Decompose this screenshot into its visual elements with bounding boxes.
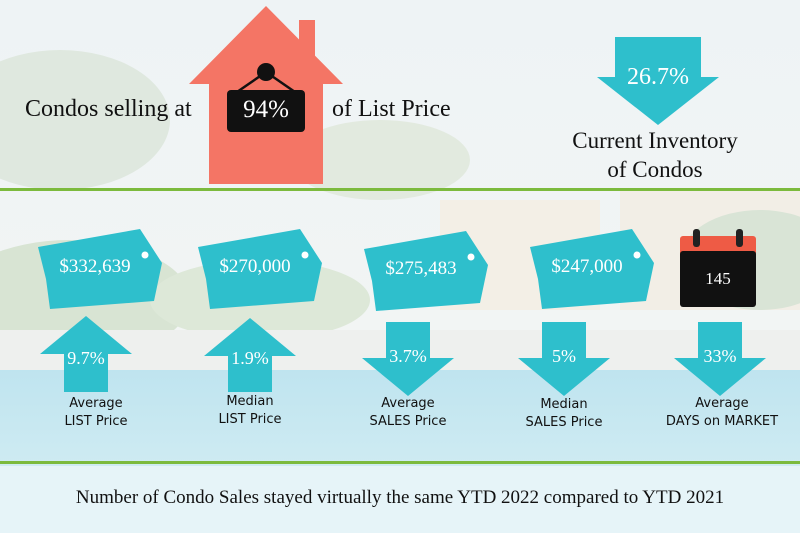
- median-sales-price-caption: Median SALES Price: [499, 396, 629, 432]
- price-tag-icon: [530, 229, 654, 309]
- average-list-price-caption: Average LIST Price: [31, 395, 161, 431]
- price-tag-icon: [38, 229, 162, 309]
- median-list-price-caption: Median LIST Price: [185, 393, 315, 429]
- caption-line2: SALES Price: [369, 414, 447, 429]
- median-sales-price-value: $247,000: [551, 256, 623, 277]
- median-list-price-change: 1.9%: [231, 348, 269, 368]
- days-on-market-change: 33%: [703, 346, 737, 366]
- average-list-price-change: 9.7%: [67, 348, 105, 368]
- average-sales-price-value: $275,483: [385, 258, 457, 279]
- up-arrow-icon: [204, 318, 296, 392]
- median-list-price-value: $270,000: [219, 256, 291, 277]
- average-list-price-value: $332,639: [59, 256, 131, 277]
- caption-line1: Average: [381, 396, 435, 411]
- footer-summary: Number of Condo Sales stayed virtually t…: [75, 487, 725, 508]
- caption-line1: Average: [695, 396, 749, 411]
- price-tag-icon: [364, 231, 488, 311]
- down-arrow-icon: [518, 322, 610, 396]
- caption-line1: Median: [540, 397, 588, 412]
- up-arrow-icon: [40, 316, 132, 392]
- average-sales-price-change: 3.7%: [389, 346, 427, 366]
- headline-prefix: Condos selling at: [25, 96, 192, 122]
- divider-bottom: [0, 461, 800, 464]
- inventory-label: Current Inventory of Condos: [545, 126, 765, 184]
- median-sales-price-change: 5%: [552, 346, 576, 366]
- caption-line2: LIST Price: [64, 414, 128, 429]
- days-on-market-value: 145: [705, 269, 731, 288]
- divider-top: [0, 188, 800, 191]
- calendar-icon: [680, 229, 756, 307]
- inventory-value: 26.7%: [627, 64, 689, 90]
- caption-line1: Average: [69, 396, 123, 411]
- inventory-label-line1: Current Inventory: [572, 128, 738, 153]
- headline-suffix: of List Price: [332, 96, 451, 122]
- house-icon: [189, 6, 343, 184]
- days-on-market-caption: Average DAYS on MARKET: [652, 395, 792, 431]
- inventory-label-line2: of Condos: [607, 157, 703, 182]
- down-arrow-icon: [362, 322, 454, 396]
- caption-line2: DAYS on MARKET: [665, 414, 779, 429]
- average-sales-price-caption: Average SALES Price: [343, 395, 473, 431]
- list-price-percent: 94%: [243, 96, 289, 123]
- caption-line1: Median: [226, 394, 274, 409]
- caption-line2: LIST Price: [218, 412, 282, 427]
- caption-line2: SALES Price: [525, 415, 603, 430]
- inventory-down-arrow-icon: [597, 37, 719, 125]
- down-arrow-icon: [674, 322, 766, 396]
- price-tag-icon: [198, 229, 322, 309]
